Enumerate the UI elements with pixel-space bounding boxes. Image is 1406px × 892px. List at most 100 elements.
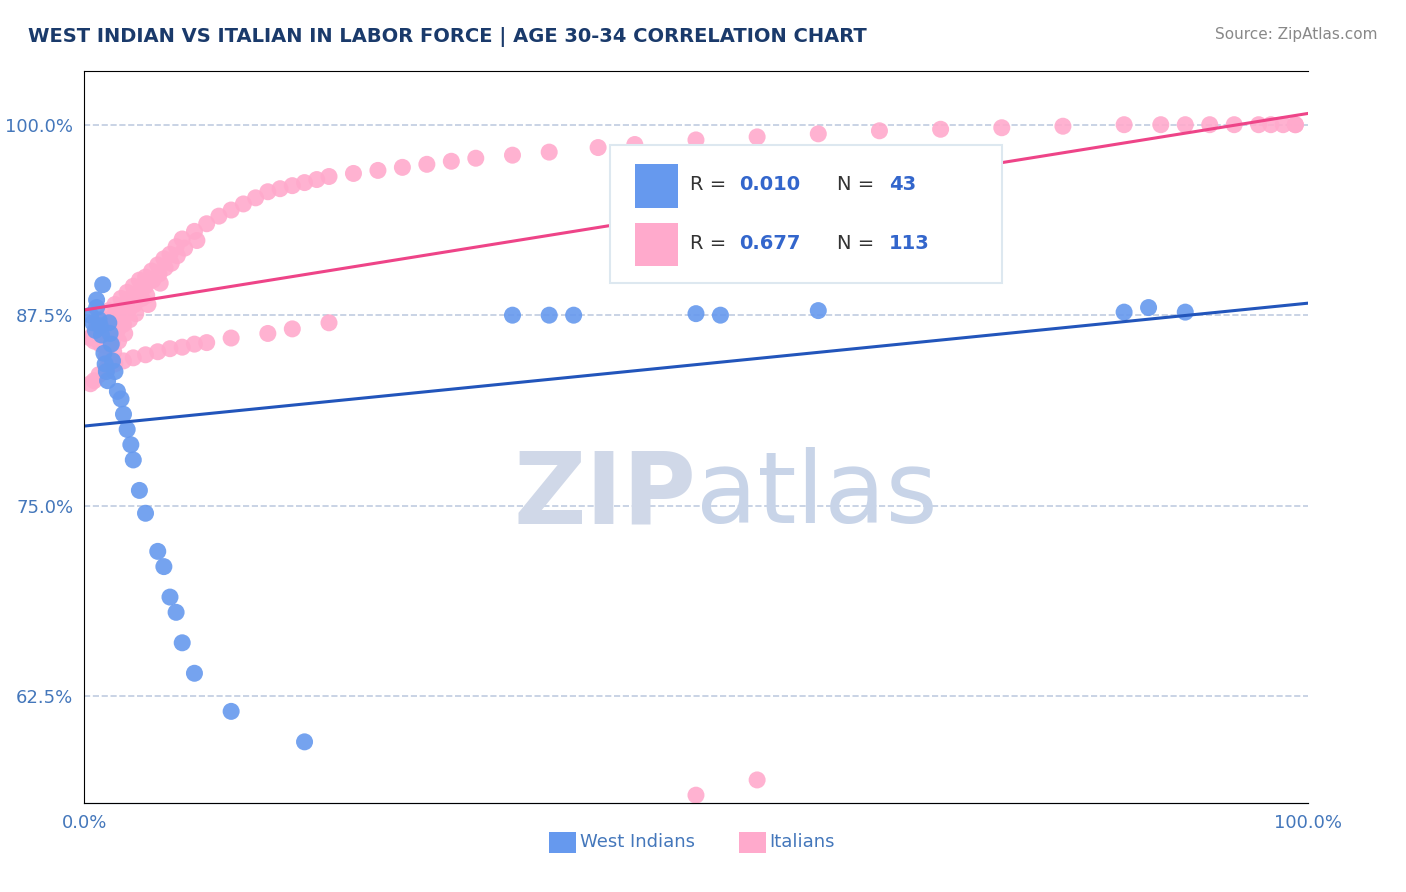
- Text: Italians: Italians: [769, 833, 835, 851]
- Point: [159, 247, 181, 261]
- Point: [128, 483, 150, 498]
- Point: [117, 303, 139, 318]
- Point: [136, 297, 159, 311]
- Point: [131, 292, 153, 306]
- Point: [245, 191, 267, 205]
- Point: [135, 279, 157, 293]
- FancyBboxPatch shape: [610, 145, 1002, 284]
- Point: [685, 788, 707, 802]
- Point: [105, 323, 128, 337]
- Point: [86, 323, 108, 337]
- Point: [97, 312, 120, 326]
- Point: [183, 224, 205, 238]
- Point: [709, 308, 731, 322]
- Point: [101, 335, 124, 350]
- Point: [1174, 118, 1197, 132]
- Point: [110, 392, 132, 406]
- Point: [586, 140, 609, 154]
- Point: [101, 354, 124, 368]
- Point: [208, 209, 231, 223]
- Point: [98, 326, 121, 341]
- Point: [100, 337, 122, 351]
- Point: [195, 217, 218, 231]
- Point: [97, 316, 120, 330]
- Point: [186, 234, 208, 248]
- Point: [82, 328, 104, 343]
- Point: [79, 376, 101, 391]
- Point: [104, 357, 127, 371]
- Point: [464, 151, 486, 165]
- Point: [103, 344, 125, 359]
- Text: 0.010: 0.010: [738, 175, 800, 194]
- Point: [538, 308, 561, 322]
- Point: [1284, 118, 1306, 132]
- Point: [105, 384, 128, 399]
- Point: [86, 293, 108, 307]
- Point: [112, 407, 135, 421]
- Point: [281, 178, 304, 193]
- Text: 0.677: 0.677: [738, 235, 800, 253]
- Point: [135, 348, 157, 362]
- Point: [153, 260, 176, 275]
- Point: [86, 301, 108, 315]
- Point: [165, 605, 187, 619]
- Point: [991, 120, 1014, 135]
- Point: [104, 365, 127, 379]
- Point: [79, 308, 101, 322]
- Point: [118, 312, 141, 326]
- Point: [129, 282, 152, 296]
- Point: [94, 357, 117, 371]
- Point: [112, 318, 135, 332]
- Point: [135, 270, 157, 285]
- Point: [94, 338, 117, 352]
- Point: [219, 331, 242, 345]
- Point: [318, 316, 340, 330]
- Point: [115, 294, 138, 309]
- Point: [96, 365, 118, 379]
- Point: [112, 354, 135, 368]
- Point: [79, 331, 101, 345]
- Point: [281, 322, 304, 336]
- Point: [269, 182, 291, 196]
- Text: N =: N =: [837, 175, 880, 194]
- Point: [416, 157, 439, 171]
- Point: [135, 506, 157, 520]
- Point: [104, 297, 127, 311]
- Point: [100, 326, 122, 341]
- Point: [1284, 118, 1306, 132]
- Point: [142, 273, 165, 287]
- Point: [165, 239, 187, 253]
- Point: [105, 316, 128, 330]
- Text: R =: R =: [690, 175, 733, 194]
- Point: [96, 361, 118, 376]
- Point: [342, 166, 364, 180]
- Text: N =: N =: [837, 235, 880, 253]
- Point: [183, 666, 205, 681]
- Point: [124, 297, 146, 311]
- Point: [93, 346, 115, 360]
- Point: [122, 351, 145, 365]
- Point: [87, 318, 110, 333]
- Point: [538, 145, 561, 160]
- Point: [1272, 118, 1295, 132]
- Point: [1137, 301, 1160, 315]
- Point: [122, 288, 145, 302]
- Point: [149, 276, 172, 290]
- Text: WEST INDIAN VS ITALIAN IN LABOR FORCE | AGE 30-34 CORRELATION CHART: WEST INDIAN VS ITALIAN IN LABOR FORCE | …: [28, 27, 868, 46]
- Point: [1260, 118, 1282, 132]
- Point: [869, 124, 891, 138]
- Point: [146, 344, 169, 359]
- Point: [1174, 305, 1197, 319]
- Point: [367, 163, 389, 178]
- Point: [87, 312, 110, 326]
- Point: [685, 307, 707, 321]
- Point: [929, 122, 952, 136]
- Point: [91, 277, 114, 292]
- Point: [294, 735, 316, 749]
- Point: [115, 422, 138, 436]
- Point: [257, 185, 280, 199]
- Point: [84, 323, 107, 337]
- Point: [1114, 118, 1136, 132]
- Point: [114, 326, 136, 341]
- Point: [1052, 119, 1074, 133]
